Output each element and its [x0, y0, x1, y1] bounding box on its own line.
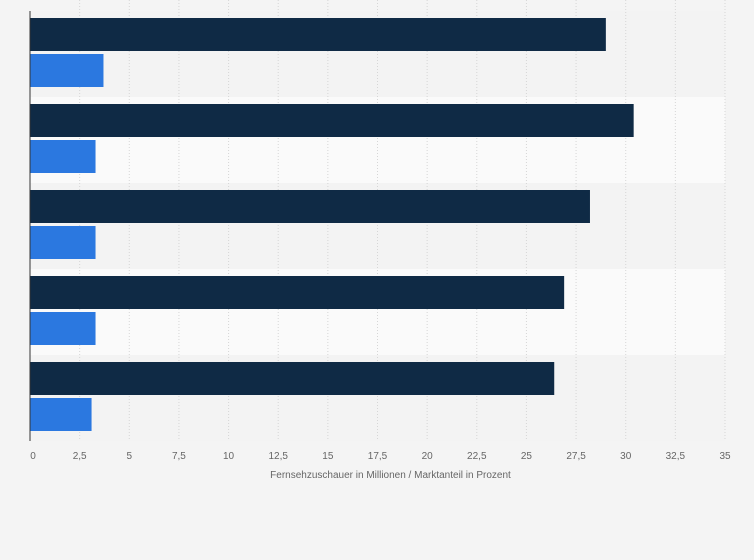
bar-group5-series1[interactable] [30, 362, 555, 395]
x-tick-label-5: 12,5 [268, 451, 288, 462]
x-tick-label-0: 0 [30, 451, 36, 462]
x-tick-label-1: 2,5 [73, 451, 87, 462]
x-tick-label-7: 17,5 [368, 451, 388, 462]
x-tick-label-3: 7,5 [172, 451, 186, 462]
bars [30, 18, 634, 431]
x-tick-label-11: 27,5 [566, 451, 586, 462]
bar-group2-series2[interactable] [30, 140, 96, 173]
bar-group4-series1[interactable] [30, 276, 565, 309]
x-tick-label-10: 25 [521, 451, 533, 462]
bar-group3-series2[interactable] [30, 226, 96, 259]
bar-group4-series2[interactable] [30, 312, 96, 345]
bar-group5-series2[interactable] [30, 398, 92, 431]
bar-group3-series1[interactable] [30, 190, 590, 223]
x-axis-title: Fernsehzuschauer in Millionen / Marktant… [270, 470, 511, 481]
x-tick-label-8: 20 [422, 451, 434, 462]
x-tick-label-14: 35 [719, 451, 731, 462]
x-tick-label-13: 32,5 [666, 451, 686, 462]
x-tick-label-9: 22,5 [467, 451, 487, 462]
x-axis-ticks: 0 2,5 5 7,5 10 12,5 15 17,5 20 22,5 25 27,5 30 32,5 35 [30, 451, 731, 462]
x-tick-label-4: 10 [223, 451, 235, 462]
bar-group2-series1[interactable] [30, 104, 634, 137]
bar-group1-series2[interactable] [30, 54, 104, 87]
x-tick-label-12: 30 [620, 451, 632, 462]
x-tick-label-6: 15 [322, 451, 334, 462]
x-tick-label-2: 5 [127, 451, 133, 462]
bar-group1-series1[interactable] [30, 18, 606, 51]
